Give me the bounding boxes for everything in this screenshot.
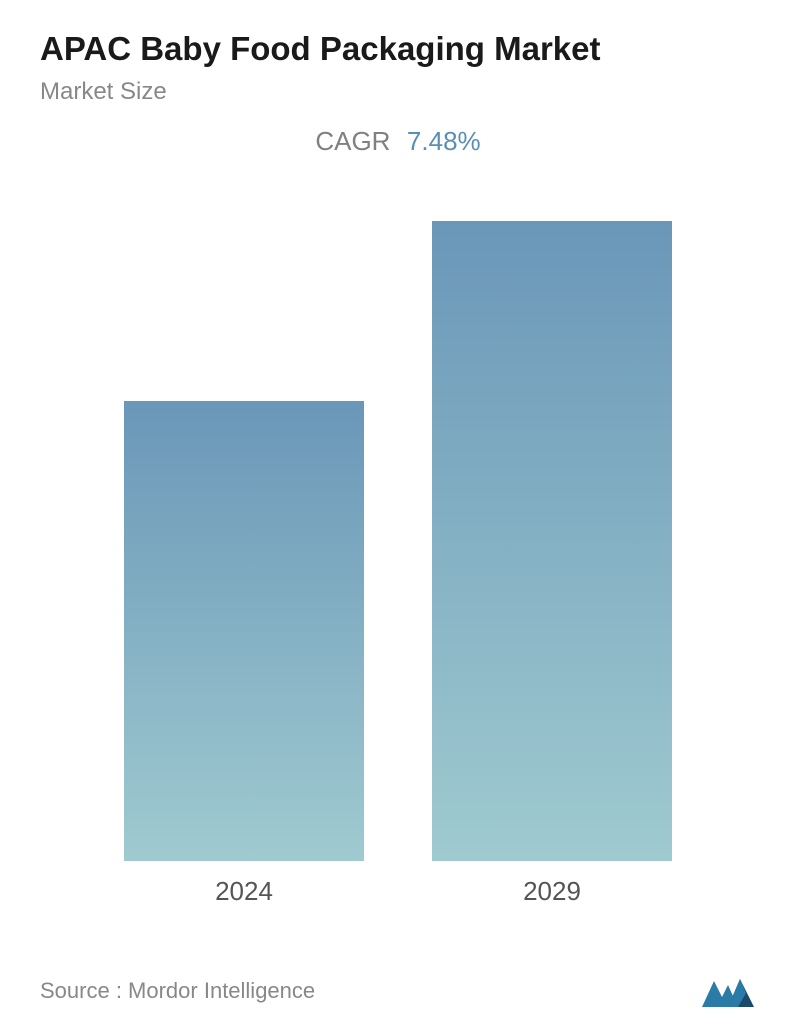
brand-logo-icon	[700, 973, 756, 1009]
bar-group-0: 2024	[124, 401, 364, 907]
bar-label-1: 2029	[523, 876, 581, 907]
cagr-row: CAGR 7.48%	[40, 126, 756, 157]
chart-area: 2024 2029	[40, 217, 756, 907]
bar-group-1: 2029	[432, 221, 672, 907]
source-text: Source : Mordor Intelligence	[40, 978, 315, 1004]
chart-title: APAC Baby Food Packaging Market	[40, 30, 756, 68]
bar-0	[124, 401, 364, 861]
cagr-value: 7.48%	[407, 126, 481, 156]
cagr-label: CAGR	[315, 126, 390, 156]
chart-subtitle: Market Size	[40, 78, 756, 106]
footer: Source : Mordor Intelligence	[40, 973, 756, 1009]
bar-label-0: 2024	[215, 876, 273, 907]
bar-1	[432, 221, 672, 861]
